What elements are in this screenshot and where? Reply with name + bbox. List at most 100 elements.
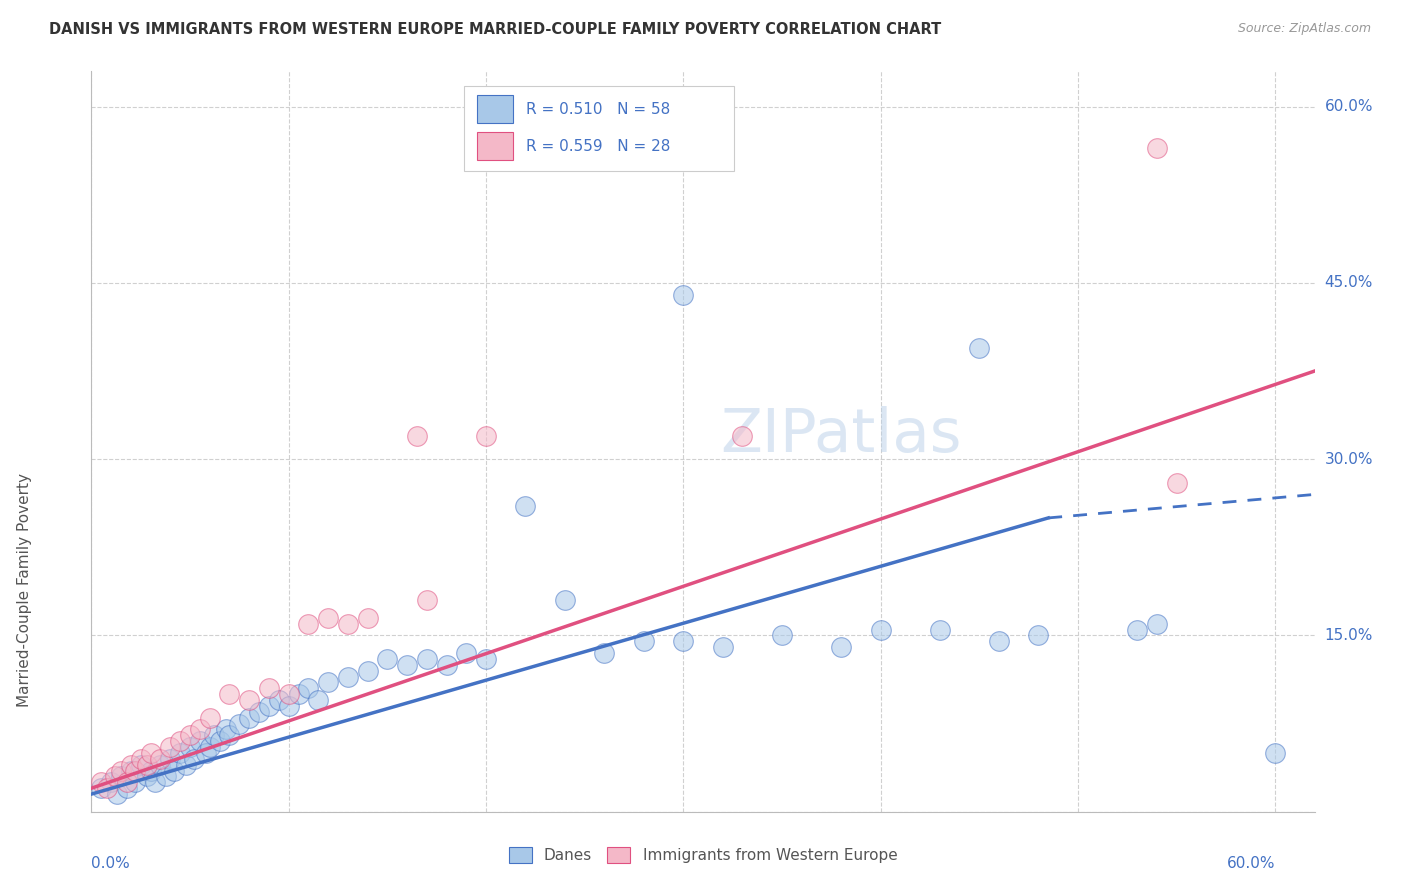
Text: ZIPatlas: ZIPatlas <box>720 406 962 465</box>
Point <box>139 764 162 778</box>
Point <box>356 664 378 678</box>
Point <box>416 593 439 607</box>
Point <box>277 687 299 701</box>
Point <box>188 734 211 748</box>
Point <box>238 693 260 707</box>
Point <box>149 752 172 766</box>
Point <box>228 716 250 731</box>
Point <box>297 616 319 631</box>
Point <box>169 746 191 760</box>
Point <box>218 728 240 742</box>
Point <box>163 764 186 778</box>
Point <box>593 646 616 660</box>
Point <box>115 775 138 789</box>
Point <box>208 734 231 748</box>
Point <box>1264 746 1286 760</box>
Point <box>1126 623 1149 637</box>
Point <box>672 634 695 648</box>
Point <box>869 623 891 637</box>
Point <box>124 775 146 789</box>
Text: Source: ZipAtlas.com: Source: ZipAtlas.com <box>1237 22 1371 36</box>
Point <box>149 757 172 772</box>
Point <box>159 740 181 755</box>
FancyBboxPatch shape <box>477 132 513 161</box>
Point <box>475 652 498 666</box>
Point <box>267 693 290 707</box>
Point <box>198 711 221 725</box>
Point <box>928 623 950 637</box>
Point <box>129 757 152 772</box>
Point <box>554 593 576 607</box>
Point <box>214 723 236 737</box>
Point <box>1166 475 1188 490</box>
Point <box>135 757 157 772</box>
Point <box>830 640 852 655</box>
Point <box>202 728 225 742</box>
Point <box>159 752 181 766</box>
Point <box>139 746 162 760</box>
Point <box>770 628 793 642</box>
Point <box>179 740 201 755</box>
Text: DANISH VS IMMIGRANTS FROM WESTERN EUROPE MARRIED-COUPLE FAMILY POVERTY CORRELATI: DANISH VS IMMIGRANTS FROM WESTERN EUROPE… <box>49 22 942 37</box>
Point <box>90 775 112 789</box>
Point <box>174 757 197 772</box>
Point <box>115 781 138 796</box>
Point <box>169 734 191 748</box>
Point <box>287 687 309 701</box>
Point <box>100 775 122 789</box>
Point <box>633 634 655 648</box>
Point <box>416 652 439 666</box>
Point <box>110 764 132 778</box>
Point <box>336 616 359 631</box>
Point <box>129 752 152 766</box>
Text: R = 0.510   N = 58: R = 0.510 N = 58 <box>526 102 669 117</box>
Text: 60.0%: 60.0% <box>1226 856 1275 871</box>
Text: Married-Couple Family Poverty: Married-Couple Family Poverty <box>17 473 31 706</box>
Point <box>120 757 142 772</box>
Point <box>406 428 429 442</box>
Text: 0.0%: 0.0% <box>91 856 131 871</box>
Point <box>336 669 359 683</box>
Point <box>105 787 128 801</box>
Point <box>143 775 166 789</box>
Point <box>218 687 240 701</box>
Text: 30.0%: 30.0% <box>1324 451 1374 467</box>
Point <box>277 698 299 713</box>
Point <box>120 764 142 778</box>
Point <box>155 769 177 783</box>
Text: 15.0%: 15.0% <box>1324 628 1372 643</box>
Point <box>183 752 205 766</box>
Point <box>711 640 734 655</box>
Point <box>731 428 754 442</box>
Point <box>1028 628 1050 642</box>
Point <box>1146 616 1168 631</box>
Point <box>396 657 419 672</box>
FancyBboxPatch shape <box>477 95 513 123</box>
Point <box>247 705 270 719</box>
Text: R = 0.559   N = 28: R = 0.559 N = 28 <box>526 138 671 153</box>
Point <box>257 698 280 713</box>
Point <box>356 611 378 625</box>
Point <box>475 428 498 442</box>
Text: 45.0%: 45.0% <box>1324 276 1372 291</box>
Text: 60.0%: 60.0% <box>1324 99 1374 114</box>
Point <box>194 746 217 760</box>
Point <box>179 728 201 742</box>
Point <box>316 675 339 690</box>
Point <box>90 781 112 796</box>
Point <box>436 657 458 672</box>
Point <box>375 652 398 666</box>
Point <box>672 287 695 301</box>
Point <box>316 611 339 625</box>
Point <box>967 341 990 355</box>
Point <box>135 769 157 783</box>
Point <box>96 781 118 796</box>
Point <box>188 723 211 737</box>
Point <box>1146 141 1168 155</box>
Point <box>307 693 329 707</box>
Point <box>104 769 127 783</box>
Point <box>238 711 260 725</box>
FancyBboxPatch shape <box>464 87 734 171</box>
Point <box>257 681 280 696</box>
Point <box>456 646 478 660</box>
